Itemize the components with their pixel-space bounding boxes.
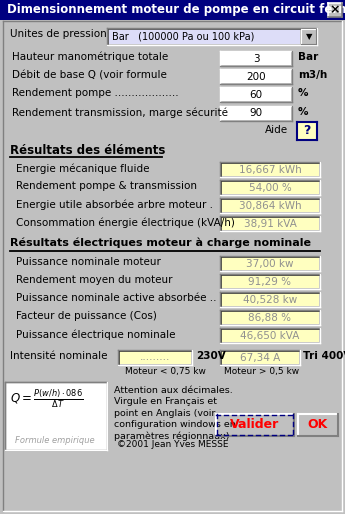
Text: 16,667 kWh: 16,667 kWh xyxy=(239,164,302,174)
Text: 60: 60 xyxy=(249,89,263,100)
Text: Attention aux décimales.
Virgule en Français et
point en Anglais (voir
configura: Attention aux décimales. Virgule en Fran… xyxy=(114,386,236,442)
Bar xyxy=(216,414,294,436)
Text: 54,00 %: 54,00 % xyxy=(249,182,292,193)
Text: 86,88 %: 86,88 % xyxy=(248,313,292,322)
Bar xyxy=(221,52,291,65)
Bar xyxy=(108,29,300,44)
Bar xyxy=(221,311,319,324)
Text: Unites de pression: Unites de pression xyxy=(10,29,107,39)
Text: Facteur de puissance (Cos): Facteur de puissance (Cos) xyxy=(16,311,157,321)
Text: Rendement pompe & transmission: Rendement pompe & transmission xyxy=(16,181,197,191)
Text: Rendement pompe ...................: Rendement pompe ................... xyxy=(12,88,179,98)
Text: Rendement moyen du moteur: Rendement moyen du moteur xyxy=(16,275,172,285)
Text: 40,528 kw: 40,528 kw xyxy=(243,295,297,304)
Bar xyxy=(221,329,319,342)
Bar xyxy=(328,3,342,17)
Text: Moteur < 0,75 kw: Moteur < 0,75 kw xyxy=(125,367,206,376)
Text: 37,00 kw: 37,00 kw xyxy=(246,259,294,268)
Text: 200: 200 xyxy=(246,71,266,82)
Text: Résultats électriques moteur à charge nominale: Résultats électriques moteur à charge no… xyxy=(10,238,311,248)
Text: m3/h: m3/h xyxy=(298,70,327,80)
Text: ×: × xyxy=(330,4,340,16)
Text: 46,650 kVA: 46,650 kVA xyxy=(240,331,300,340)
Bar xyxy=(300,29,316,44)
Bar xyxy=(221,217,319,230)
Text: Consommation énergie électrique (kVA/h): Consommation énergie électrique (kVA/h) xyxy=(16,217,235,228)
Text: 30,864 kWh: 30,864 kWh xyxy=(239,200,301,211)
Text: Dimensionnement moteur de pompe en circuit fermé: Dimensionnement moteur de pompe en circu… xyxy=(7,3,345,16)
Text: Bar   (100000 Pa ou 100 kPa): Bar (100000 Pa ou 100 kPa) xyxy=(112,31,254,42)
Bar xyxy=(221,199,319,212)
Bar xyxy=(221,163,319,176)
Text: Rendement transmission, marge sécurité: Rendement transmission, marge sécurité xyxy=(12,107,228,118)
Bar xyxy=(221,275,319,288)
Bar xyxy=(221,88,291,101)
Text: Energie mécanique fluide: Energie mécanique fluide xyxy=(16,163,149,174)
Text: ▼: ▼ xyxy=(306,32,312,41)
Bar xyxy=(298,414,338,436)
Text: 3: 3 xyxy=(253,53,259,64)
Text: 230V: 230V xyxy=(196,351,226,361)
Text: $Q=\frac{P(w/h)\cdot 086}{\Delta T}$: $Q=\frac{P(w/h)\cdot 086}{\Delta T}$ xyxy=(10,388,83,410)
Text: Débit de base Q (voir formule: Débit de base Q (voir formule xyxy=(12,70,167,80)
Bar xyxy=(5,382,107,450)
Bar xyxy=(221,107,291,120)
Text: .........: ......... xyxy=(140,353,170,362)
Text: Bar: Bar xyxy=(298,52,318,62)
Text: 91,29 %: 91,29 % xyxy=(248,277,292,286)
Text: OK: OK xyxy=(308,418,328,431)
Text: 67,34 A: 67,34 A xyxy=(240,353,280,362)
Text: Formule empirique: Formule empirique xyxy=(15,436,95,445)
Text: Hauteur manométrique totale: Hauteur manométrique totale xyxy=(12,52,168,63)
Text: Puissance électrique nominale: Puissance électrique nominale xyxy=(16,329,176,340)
Bar xyxy=(0,0,345,20)
Bar xyxy=(221,257,319,270)
Text: ©2001 Jean Yves MESSE: ©2001 Jean Yves MESSE xyxy=(117,440,228,449)
Bar xyxy=(221,293,319,306)
Bar xyxy=(221,181,319,194)
Bar xyxy=(221,351,299,364)
Bar xyxy=(221,70,291,83)
Text: 38,91 kVA: 38,91 kVA xyxy=(244,218,296,229)
Bar xyxy=(119,351,191,364)
Text: %: % xyxy=(298,88,308,98)
Text: Tri 400V: Tri 400V xyxy=(303,351,345,361)
Text: Puissance nominale active absorbée ..: Puissance nominale active absorbée .. xyxy=(16,293,217,303)
Text: ?: ? xyxy=(303,124,311,138)
Text: Moteur > 0,5 kw: Moteur > 0,5 kw xyxy=(224,367,299,376)
Text: Puissance nominale moteur: Puissance nominale moteur xyxy=(16,257,161,267)
Text: Aide: Aide xyxy=(265,125,288,135)
Text: %: % xyxy=(298,107,308,117)
Text: Résultats des éléments: Résultats des éléments xyxy=(10,144,165,157)
Bar xyxy=(297,122,317,140)
Text: Energie utile absorbée arbre moteur .: Energie utile absorbée arbre moteur . xyxy=(16,199,213,210)
Text: Intensité nominale: Intensité nominale xyxy=(10,351,108,361)
Text: Valider: Valider xyxy=(230,418,280,431)
Text: 90: 90 xyxy=(249,108,263,119)
